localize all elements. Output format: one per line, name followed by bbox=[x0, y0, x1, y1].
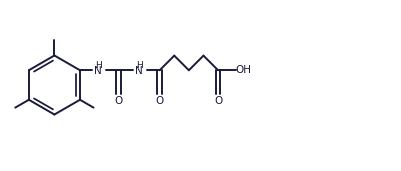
Text: H: H bbox=[137, 61, 143, 70]
Text: H: H bbox=[95, 61, 102, 70]
Text: O: O bbox=[114, 96, 122, 106]
Text: N: N bbox=[135, 66, 143, 76]
Text: O: O bbox=[214, 96, 222, 106]
Text: N: N bbox=[93, 66, 101, 76]
Text: OH: OH bbox=[235, 65, 251, 75]
Text: O: O bbox=[156, 96, 164, 106]
